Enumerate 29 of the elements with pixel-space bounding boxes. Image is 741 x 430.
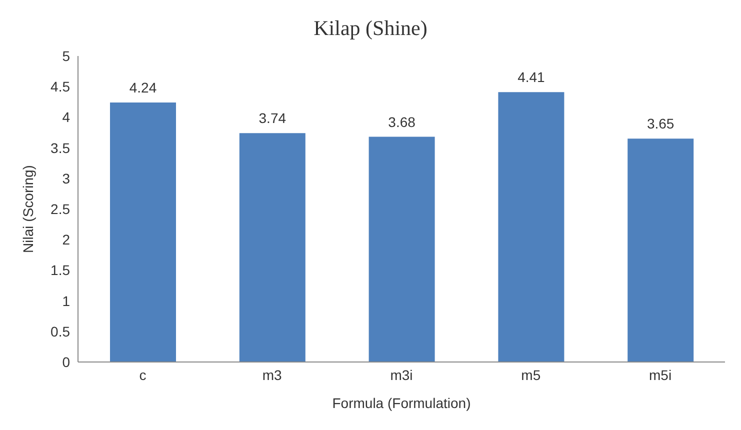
bar	[628, 138, 694, 362]
bar	[498, 92, 564, 362]
y-tick-label: 2.5	[50, 200, 70, 217]
data-label: 3.65	[646, 116, 674, 132]
data-label: 3.68	[388, 114, 416, 130]
data-label: 4.41	[518, 69, 546, 86]
y-tick-label: 0.5	[50, 323, 70, 340]
y-tick-label: 1.5	[50, 262, 70, 278]
x-tick-label: m3i	[390, 366, 413, 383]
bar	[110, 102, 176, 362]
y-axis-title: Nilai (Scoring)	[20, 165, 36, 253]
x-tick-label: m3	[262, 366, 282, 383]
y-tick-label: 3.5	[50, 140, 70, 156]
data-label: 3.74	[258, 110, 286, 126]
x-tick-label: m5	[521, 366, 541, 383]
y-tick-label: 5	[62, 48, 70, 64]
y-tick-label: 4	[62, 109, 70, 126]
x-axis-title: Formula (Formulation)	[332, 395, 471, 411]
y-tick-label: 0	[62, 354, 70, 370]
data-label: 4.24	[129, 80, 157, 96]
x-tick-label: m5i	[649, 366, 672, 383]
y-tick-label: 2	[62, 232, 70, 248]
bar	[368, 136, 435, 362]
bar	[239, 133, 306, 362]
x-tick-label: c	[139, 366, 146, 383]
chart-title: Kilap (Shine)	[312, 15, 428, 42]
y-tick-label: 1	[62, 292, 70, 309]
y-tick-label: 4.5	[50, 78, 70, 95]
y-tick-label: 3	[62, 170, 70, 186]
